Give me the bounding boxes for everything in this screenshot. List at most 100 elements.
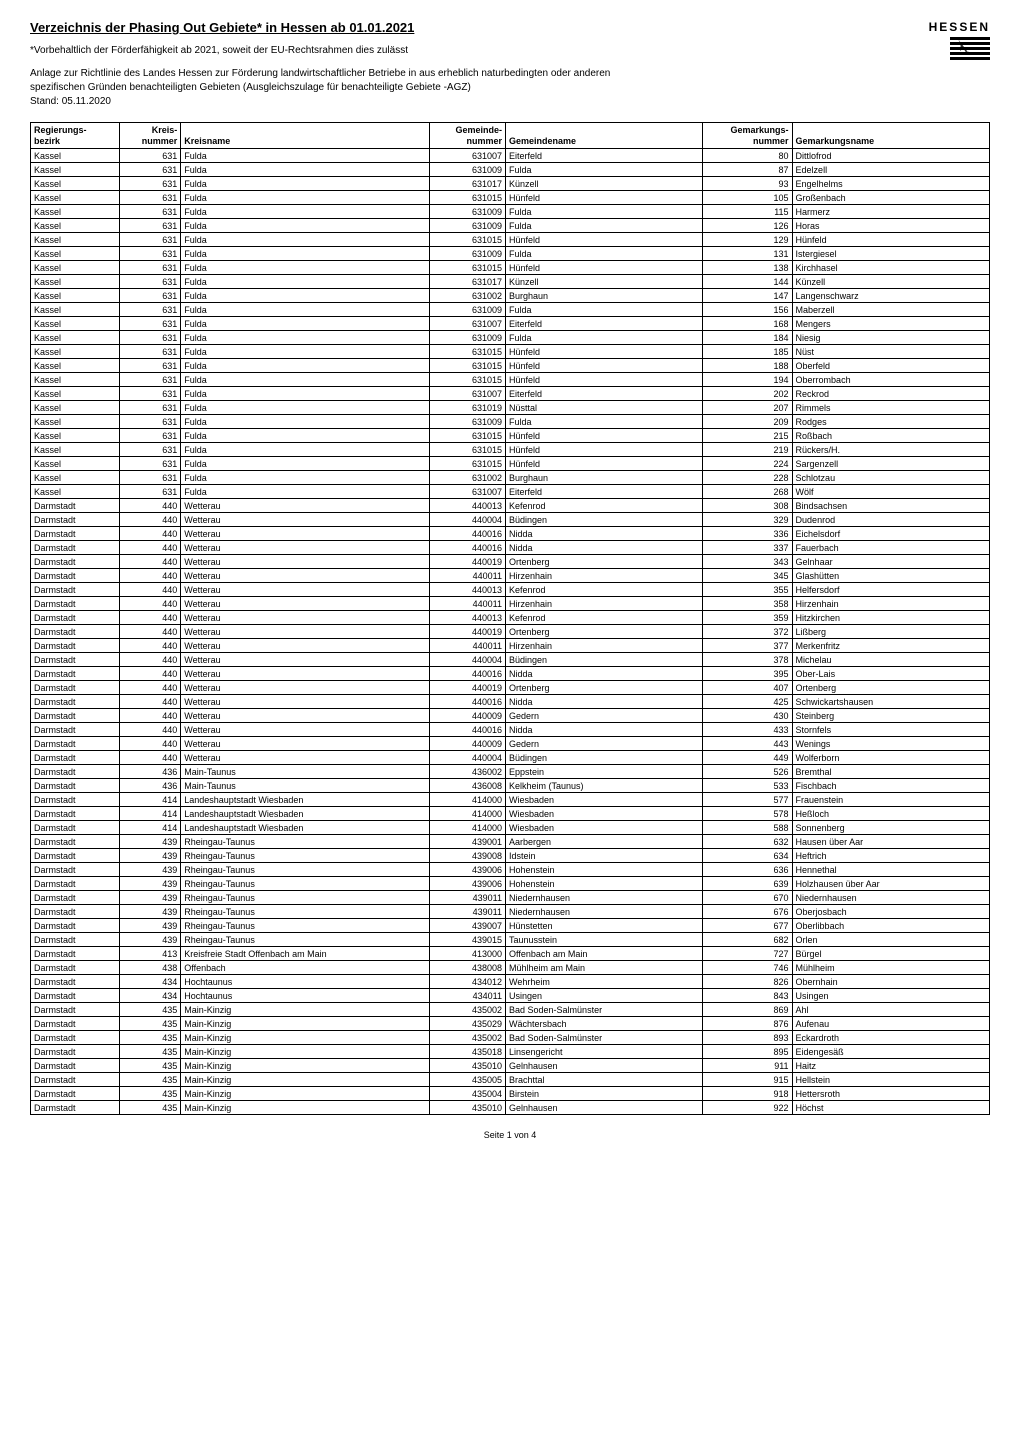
table-row: Kassel631Fulda631007Eiterfeld268Wölf <box>31 485 990 499</box>
table-row: Darmstadt435Main-Kinzig435018Linsengeric… <box>31 1045 990 1059</box>
table-cell: Darmstadt <box>31 849 120 863</box>
table-cell: Fulda <box>181 149 429 163</box>
table-cell: Hohenstein <box>506 863 703 877</box>
table-row: Darmstadt440Wetterau440011Hirzenhain377M… <box>31 639 990 653</box>
table-row: Darmstadt439Rheingau-Taunus439011Niedern… <box>31 891 990 905</box>
table-cell: 434 <box>120 975 181 989</box>
table-cell: 372 <box>703 625 792 639</box>
table-cell: Eiterfeld <box>506 485 703 499</box>
table-cell: Fulda <box>181 233 429 247</box>
table-cell: 440019 <box>429 625 505 639</box>
table-cell: 414000 <box>429 821 505 835</box>
table-cell: Künzell <box>506 275 703 289</box>
table-cell: Darmstadt <box>31 975 120 989</box>
table-cell: Hünfeld <box>506 233 703 247</box>
table-cell: 435 <box>120 1087 181 1101</box>
table-row: Darmstadt440Wetterau440016Nidda395Ober-L… <box>31 667 990 681</box>
table-cell: Hirzenhain <box>506 569 703 583</box>
table-cell: Hirzenhain <box>506 597 703 611</box>
table-cell: Fulda <box>181 387 429 401</box>
table-cell: 677 <box>703 919 792 933</box>
table-cell: Horas <box>792 219 989 233</box>
table-cell: 631 <box>120 275 181 289</box>
table-cell: 440 <box>120 709 181 723</box>
table-cell: Rheingau-Taunus <box>181 863 429 877</box>
table-row: Darmstadt435Main-Kinzig435029Wächtersbac… <box>31 1017 990 1031</box>
table-cell: Wetterau <box>181 499 429 513</box>
table-cell: 435 <box>120 1031 181 1045</box>
table-row: Darmstadt439Rheingau-Taunus439011Niedern… <box>31 905 990 919</box>
table-cell: Burghaun <box>506 289 703 303</box>
table-row: Kassel631Fulda631009Fulda184Niesig <box>31 331 990 345</box>
table-cell: Darmstadt <box>31 667 120 681</box>
table-row: Darmstadt440Wetterau440013Kefenrod355Hel… <box>31 583 990 597</box>
table-cell: Darmstadt <box>31 695 120 709</box>
table-cell: Brachttal <box>506 1073 703 1087</box>
table-row: Kassel631Fulda631007Eiterfeld80Dittlofro… <box>31 149 990 163</box>
table-cell: 425 <box>703 695 792 709</box>
hessen-logo: HESSEN <box>929 20 990 72</box>
table-cell: 440013 <box>429 499 505 513</box>
table-cell: 440 <box>120 737 181 751</box>
table-cell: 435 <box>120 1003 181 1017</box>
table-cell: Kelkheim (Taunus) <box>506 779 703 793</box>
table-cell: 202 <box>703 387 792 401</box>
table-cell: Fulda <box>181 485 429 499</box>
table-cell: 439011 <box>429 891 505 905</box>
table-cell: 449 <box>703 751 792 765</box>
table-cell: Büdingen <box>506 513 703 527</box>
table-cell: Eiterfeld <box>506 149 703 163</box>
table-cell: 631 <box>120 261 181 275</box>
table-cell: 439 <box>120 835 181 849</box>
table-cell: Wetterau <box>181 737 429 751</box>
table-cell: Landeshauptstadt Wiesbaden <box>181 793 429 807</box>
table-cell: 631 <box>120 443 181 457</box>
table-cell: 355 <box>703 583 792 597</box>
table-cell: 433 <box>703 723 792 737</box>
table-cell: Rheingau-Taunus <box>181 849 429 863</box>
table-cell: 439006 <box>429 877 505 891</box>
table-cell: Darmstadt <box>31 499 120 513</box>
table-cell: Fulda <box>181 289 429 303</box>
table-row: Darmstadt414Landeshauptstadt Wiesbaden41… <box>31 793 990 807</box>
table-cell: Fulda <box>181 177 429 191</box>
table-row: Kassel631Fulda631007Eiterfeld168Mengers <box>31 317 990 331</box>
table-cell: Hünfeld <box>506 429 703 443</box>
table-cell: 435018 <box>429 1045 505 1059</box>
table-row: Darmstadt439Rheingau-Taunus439007Hünstet… <box>31 919 990 933</box>
table-cell: 440016 <box>429 527 505 541</box>
table-cell: 440011 <box>429 639 505 653</box>
table-cell: 436 <box>120 779 181 793</box>
table-cell: Darmstadt <box>31 709 120 723</box>
table-cell: 435004 <box>429 1087 505 1101</box>
table-cell: Wiesbaden <box>506 807 703 821</box>
table-cell: Sargenzell <box>792 457 989 471</box>
table-cell: 131 <box>703 247 792 261</box>
table-cell: 434 <box>120 989 181 1003</box>
table-cell: Ahl <box>792 1003 989 1017</box>
table-cell: Kassel <box>31 345 120 359</box>
table-cell: Ortenberg <box>506 625 703 639</box>
table-row: Kassel631Fulda631015Hünfeld219Rückers/H. <box>31 443 990 457</box>
table-cell: Darmstadt <box>31 807 120 821</box>
hessen-lion-icon <box>950 37 990 72</box>
table-cell: Wehrheim <box>506 975 703 989</box>
table-cell: 440004 <box>429 751 505 765</box>
table-cell: 308 <box>703 499 792 513</box>
table-row: Darmstadt440Wetterau440011Hirzenhain345G… <box>31 569 990 583</box>
table-cell: Bad Soden-Salmünster <box>506 1003 703 1017</box>
table-cell: 915 <box>703 1073 792 1087</box>
table-cell: 434012 <box>429 975 505 989</box>
table-cell: Bürgel <box>792 947 989 961</box>
table-cell: 414 <box>120 821 181 835</box>
table-cell: Darmstadt <box>31 681 120 695</box>
table-cell: 636 <box>703 863 792 877</box>
table-cell: 337 <box>703 541 792 555</box>
table-cell: Fulda <box>181 457 429 471</box>
table-cell: 631 <box>120 471 181 485</box>
table-cell: Rheingau-Taunus <box>181 905 429 919</box>
table-cell: Eichelsdorf <box>792 527 989 541</box>
table-cell: 631007 <box>429 317 505 331</box>
table-cell: Usingen <box>506 989 703 1003</box>
table-cell: Oberfeld <box>792 359 989 373</box>
